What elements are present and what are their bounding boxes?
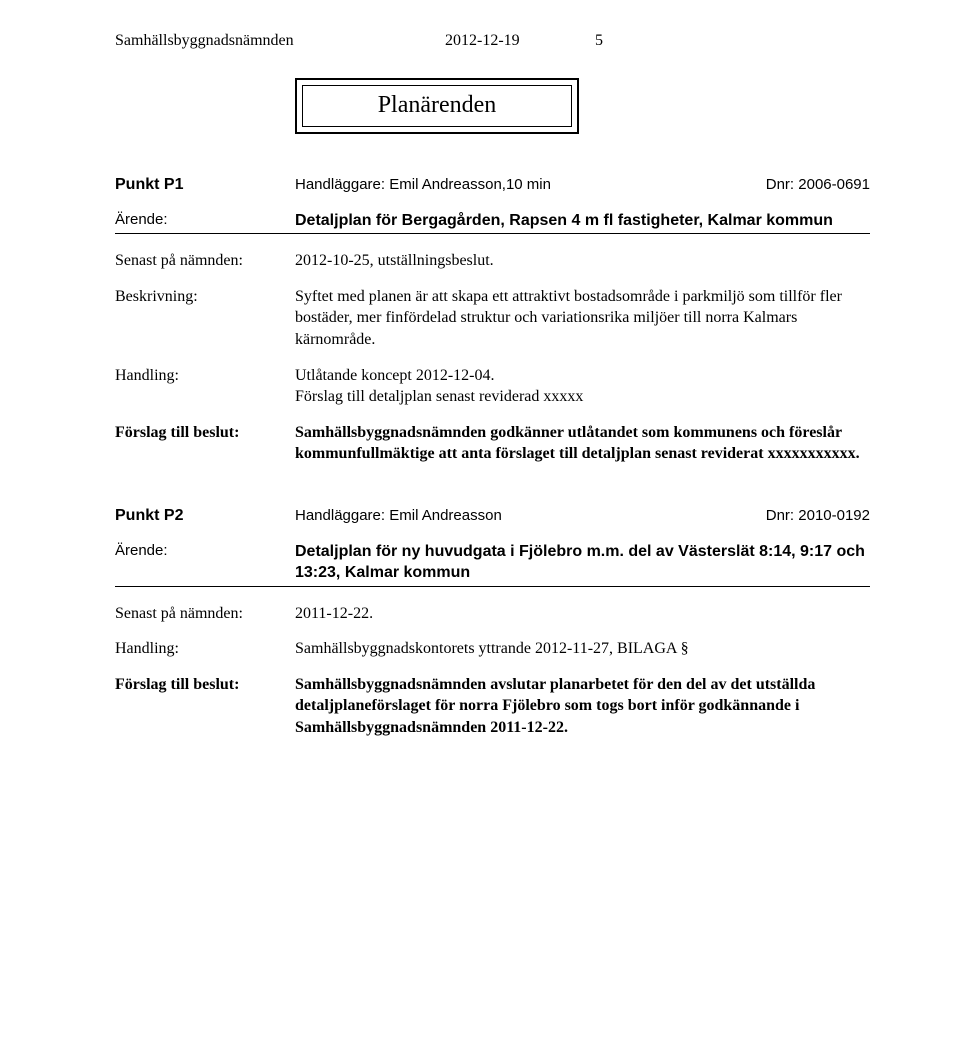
case-row: Förslag till beslut:Samhällsbyggnadsnämn…: [115, 674, 870, 739]
case-row: Handling:Samhällsbyggnadskontorets yttra…: [115, 638, 870, 660]
row-label: Ärende:: [115, 541, 295, 584]
row-label: Förslag till beslut:: [115, 422, 295, 465]
case-row: Senast på nämnden:2012-10-25, utställnin…: [115, 250, 870, 272]
row-value: Detaljplan för ny huvudgata i Fjölebro m…: [295, 541, 870, 584]
case-row: Förslag till beslut:Samhällsbyggnadsnämn…: [115, 422, 870, 465]
section-badge: Planärenden: [295, 78, 579, 134]
row-label: Beskrivning:: [115, 286, 295, 351]
case-row: Beskrivning:Syftet med planen är att ska…: [115, 286, 870, 351]
punkt-label: Punkt P1: [115, 174, 295, 196]
row-value: Samhällsbyggnadskontorets yttrande 2012-…: [295, 638, 870, 660]
case-block: Punkt P2Handläggare: Emil AndreassonDnr:…: [115, 505, 870, 739]
case-head: Punkt P1Handläggare: Emil Andreasson,10 …: [115, 174, 870, 196]
row-value: 2011-12-22.: [295, 603, 870, 625]
row-label: Senast på nämnden:: [115, 603, 295, 625]
row-label: Förslag till beslut:: [115, 674, 295, 739]
header-org: Samhällsbyggnadsnämnden: [115, 30, 445, 52]
row-label: Handling:: [115, 365, 295, 408]
row-value: Utlåtande koncept 2012-12-04.Förslag til…: [295, 365, 870, 408]
case-block: Punkt P1Handläggare: Emil Andreasson,10 …: [115, 174, 870, 465]
case-head: Punkt P2Handläggare: Emil AndreassonDnr:…: [115, 505, 870, 527]
handler: Handläggare: Emil Andreasson,10 min: [295, 175, 766, 195]
cases-container: Punkt P1Handläggare: Emil Andreasson,10 …: [115, 174, 870, 739]
underline: [115, 233, 870, 234]
case-row: Handling:Utlåtande koncept 2012-12-04.Fö…: [115, 365, 870, 408]
row-value: Detaljplan för Bergagården, Rapsen 4 m f…: [295, 210, 870, 232]
row-label: Senast på nämnden:: [115, 250, 295, 272]
case-row: Ärende:Detaljplan för ny huvudgata i Fjö…: [115, 541, 870, 584]
underline: [115, 586, 870, 587]
punkt-label: Punkt P2: [115, 505, 295, 527]
handler: Handläggare: Emil Andreasson: [295, 506, 766, 526]
row-value: 2012-10-25, utställningsbeslut.: [295, 250, 870, 272]
dnr: Dnr: 2006-0691: [766, 175, 870, 195]
header-page: 5: [595, 30, 635, 52]
document-header: Samhällsbyggnadsnämnden 2012-12-19 5: [115, 30, 870, 52]
row-value: Syftet med planen är att skapa ett attra…: [295, 286, 870, 351]
row-value: Samhällsbyggnadsnämnden godkänner utlåta…: [295, 422, 870, 465]
case-row: Senast på nämnden:2011-12-22.: [115, 603, 870, 625]
row-value: Samhällsbyggnadsnämnden avslutar planarb…: [295, 674, 870, 739]
dnr: Dnr: 2010-0192: [766, 506, 870, 526]
header-date: 2012-12-19: [445, 30, 595, 52]
section-title: Planärenden: [302, 85, 572, 127]
row-label: Handling:: [115, 638, 295, 660]
row-label: Ärende:: [115, 210, 295, 232]
case-row: Ärende:Detaljplan för Bergagården, Rapse…: [115, 210, 870, 232]
